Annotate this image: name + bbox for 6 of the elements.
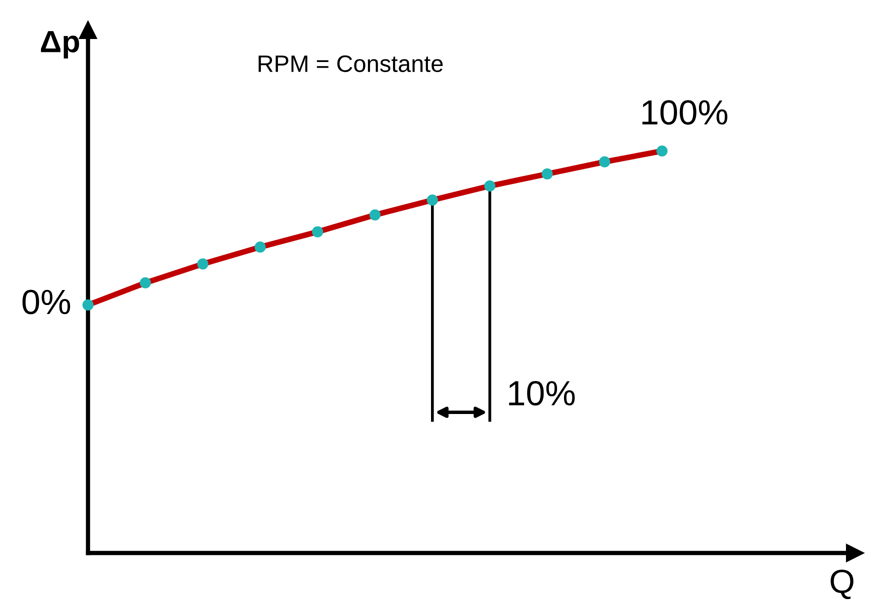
text: RPM = Constante [258,55,443,72]
x-axis-title: Q [830,570,854,600]
y-axis-title: Δp [40,31,80,58]
text: 100% [642,100,728,125]
annotation: 0% [22,290,70,314]
annotation: 10% [509,380,575,406]
